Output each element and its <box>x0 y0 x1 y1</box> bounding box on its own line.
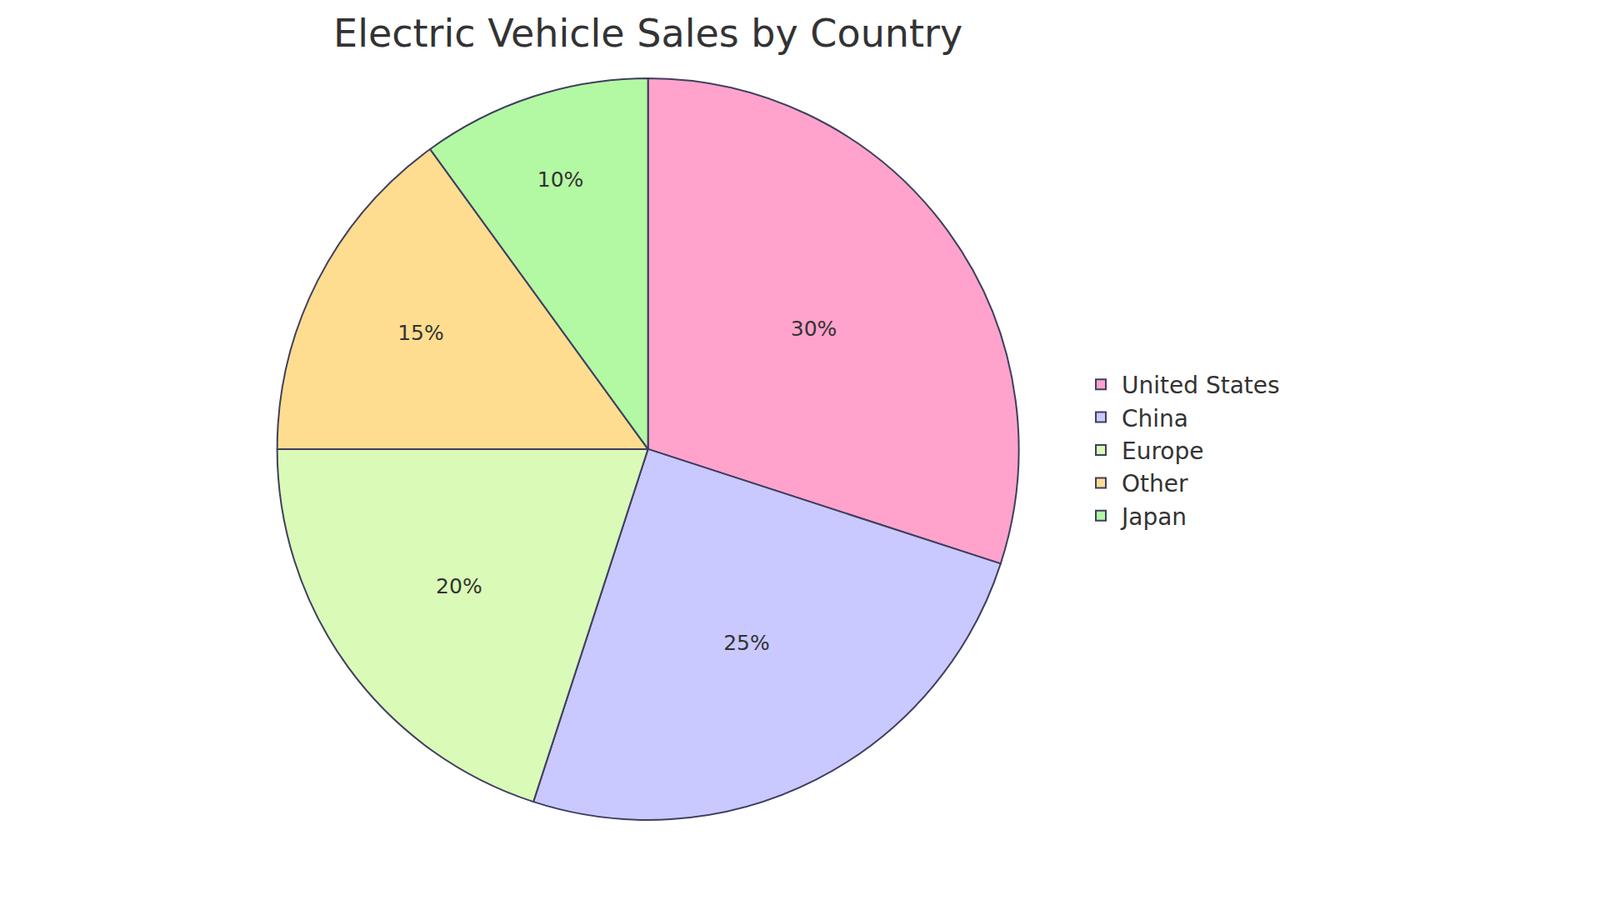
svg-text:United States: United States <box>1121 371 1280 400</box>
svg-text:25%: 25% <box>723 630 770 655</box>
svg-text:30%: 30% <box>790 316 838 341</box>
svg-text:15%: 15% <box>397 320 445 345</box>
svg-text:Electric Vehicle Sales by Coun: Electric Vehicle Sales by Country <box>333 10 963 56</box>
svg-text:Other: Other <box>1121 470 1189 498</box>
svg-text:Europe: Europe <box>1121 437 1204 465</box>
svg-text:20%: 20% <box>435 574 483 599</box>
svg-text:10%: 10% <box>537 167 585 192</box>
svg-text:China: China <box>1121 405 1189 433</box>
svg-text:Japan: Japan <box>1120 503 1187 531</box>
